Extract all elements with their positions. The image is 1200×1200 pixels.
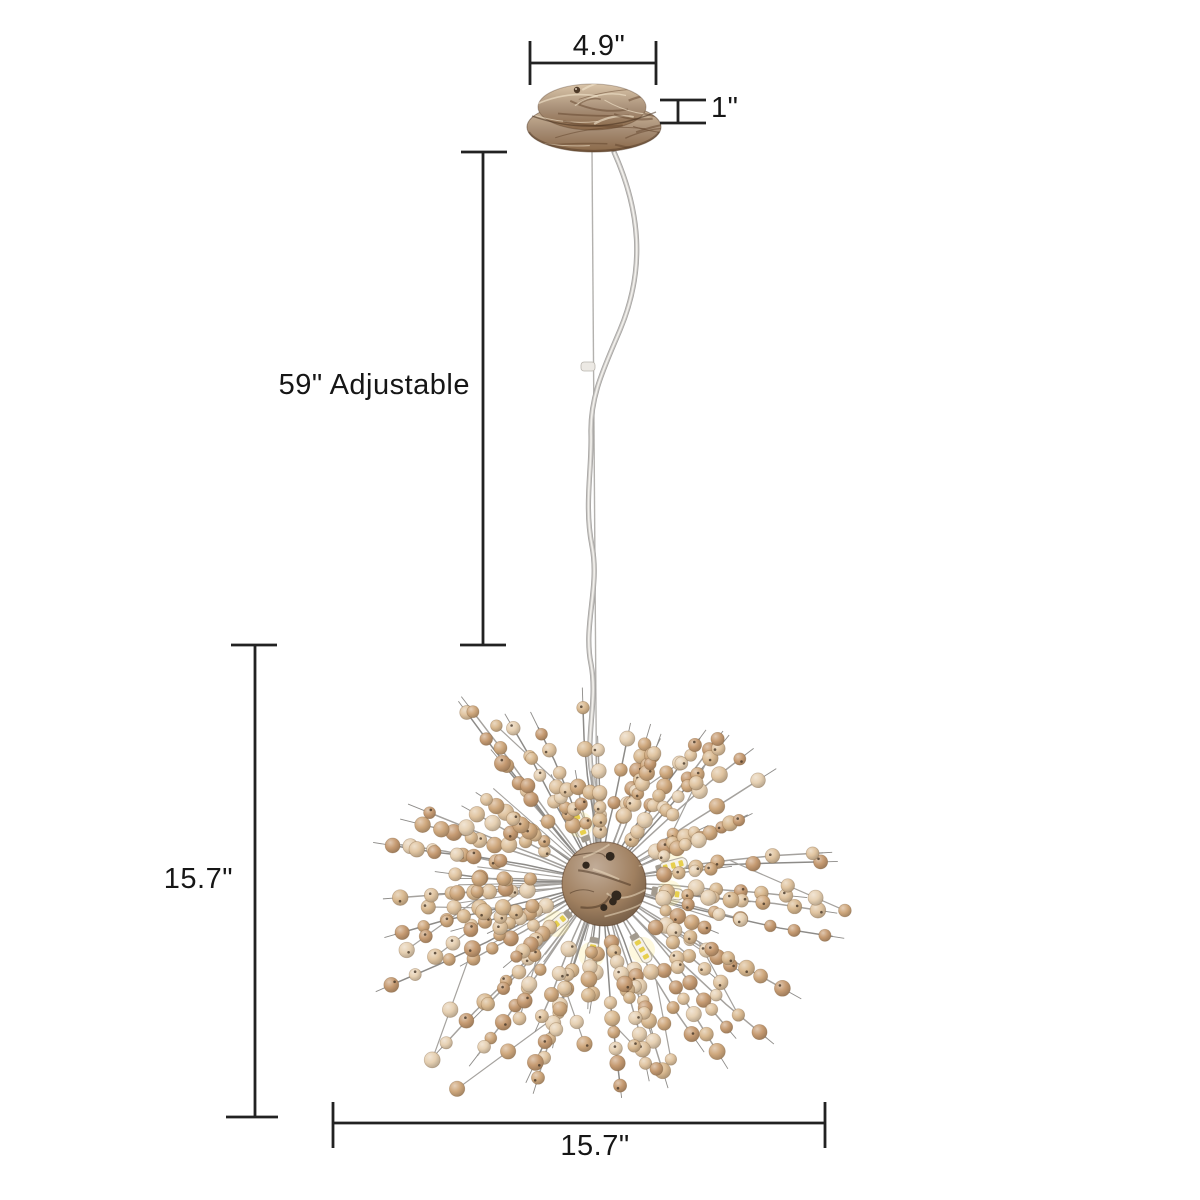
- dimension-label-fixture-height: 15.7": [163, 863, 233, 895]
- dimension-label-canopy-width: 4.9": [572, 30, 626, 62]
- dimension-lines: [226, 41, 827, 1148]
- chandelier-starburst: [373, 687, 852, 1098]
- dimension-label-canopy-height: 1": [711, 92, 739, 124]
- ceiling-canopy: [526, 83, 662, 153]
- dimension-label-cord-length: 59" Adjustable: [278, 369, 470, 401]
- dimension-label-fixture-width: 15.7": [560, 1130, 630, 1162]
- led-bulb: [629, 932, 653, 964]
- beads: [383, 701, 852, 1097]
- hanging-cord: [580, 149, 640, 851]
